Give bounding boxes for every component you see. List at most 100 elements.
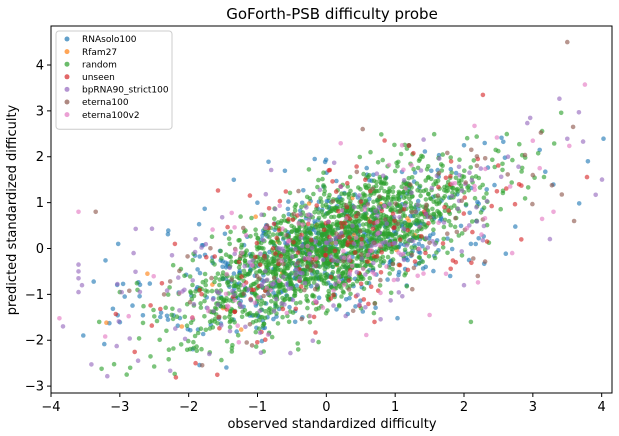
data-point bbox=[378, 290, 383, 296]
data-point bbox=[401, 257, 407, 263]
data-point bbox=[473, 241, 479, 247]
data-point bbox=[492, 182, 497, 188]
data-point bbox=[230, 288, 235, 294]
data-point bbox=[334, 178, 339, 184]
data-point bbox=[397, 203, 403, 208]
data-point bbox=[161, 292, 167, 297]
data-point bbox=[258, 350, 264, 356]
data-point bbox=[190, 282, 195, 288]
data-point bbox=[387, 186, 392, 191]
data-point bbox=[339, 230, 344, 236]
data-point bbox=[425, 245, 431, 250]
data-point bbox=[224, 365, 229, 370]
data-point bbox=[380, 254, 386, 260]
data-point bbox=[312, 298, 318, 304]
data-point bbox=[367, 237, 372, 243]
data-point bbox=[287, 277, 293, 282]
data-point bbox=[323, 253, 328, 258]
data-point bbox=[271, 309, 277, 314]
data-point bbox=[212, 262, 217, 267]
data-point bbox=[343, 202, 349, 208]
data-point bbox=[435, 193, 441, 198]
data-point bbox=[296, 227, 302, 232]
data-point bbox=[416, 255, 422, 260]
data-point bbox=[459, 231, 465, 236]
data-point bbox=[341, 270, 346, 275]
data-point bbox=[364, 280, 370, 286]
data-point bbox=[328, 237, 334, 243]
data-point bbox=[356, 263, 361, 269]
data-point bbox=[395, 315, 400, 321]
data-point bbox=[372, 240, 377, 246]
data-point bbox=[226, 236, 232, 241]
data-point bbox=[258, 251, 263, 257]
data-point bbox=[401, 178, 407, 183]
data-point bbox=[164, 328, 169, 334]
data-point bbox=[242, 308, 248, 313]
data-point bbox=[447, 273, 453, 279]
data-point bbox=[202, 298, 207, 304]
data-point bbox=[242, 263, 247, 269]
y-axis: −3 −2 −1 0 1 2 3 4 bbox=[25, 58, 51, 395]
data-point bbox=[330, 199, 336, 204]
data-point bbox=[522, 196, 528, 201]
data-point bbox=[431, 227, 436, 232]
data-point bbox=[325, 308, 330, 313]
data-point bbox=[336, 268, 341, 273]
data-point bbox=[361, 286, 367, 292]
data-point bbox=[166, 228, 171, 233]
data-point bbox=[468, 319, 474, 325]
data-point bbox=[375, 160, 381, 165]
data-point bbox=[328, 274, 334, 280]
data-point bbox=[76, 209, 81, 215]
data-point bbox=[469, 177, 475, 183]
data-point bbox=[330, 264, 336, 270]
data-point bbox=[541, 174, 547, 180]
data-point bbox=[316, 295, 322, 301]
data-point bbox=[313, 239, 319, 244]
data-point bbox=[414, 181, 420, 186]
data-point bbox=[427, 240, 432, 246]
data-point bbox=[209, 258, 215, 264]
data-point bbox=[217, 277, 222, 282]
data-point bbox=[218, 248, 223, 254]
data-point bbox=[182, 273, 187, 279]
data-point bbox=[422, 149, 428, 154]
data-point bbox=[290, 217, 296, 223]
data-point bbox=[247, 322, 253, 327]
data-point bbox=[366, 301, 371, 307]
data-point bbox=[543, 169, 548, 174]
data-point bbox=[282, 168, 288, 174]
data-point bbox=[257, 262, 263, 268]
data-point bbox=[127, 365, 133, 371]
data-point bbox=[346, 258, 352, 263]
data-point bbox=[169, 253, 175, 258]
data-point bbox=[345, 242, 350, 247]
data-point bbox=[290, 297, 296, 303]
data-point bbox=[295, 260, 301, 265]
legend-label: eterna100 bbox=[82, 98, 129, 108]
data-point bbox=[328, 296, 334, 301]
data-point bbox=[257, 269, 263, 274]
data-point bbox=[170, 316, 176, 322]
data-point bbox=[243, 253, 249, 258]
data-point bbox=[219, 357, 224, 363]
data-point bbox=[386, 162, 392, 168]
data-point bbox=[367, 219, 373, 224]
data-point bbox=[304, 264, 310, 270]
data-point bbox=[193, 289, 198, 294]
data-point bbox=[212, 254, 217, 259]
data-point bbox=[290, 254, 295, 259]
data-point bbox=[291, 240, 296, 245]
data-point bbox=[324, 204, 330, 210]
data-point bbox=[385, 254, 391, 260]
data-point bbox=[358, 228, 363, 234]
data-point bbox=[193, 237, 198, 242]
data-point bbox=[246, 287, 251, 292]
data-point bbox=[384, 221, 390, 226]
data-point bbox=[510, 157, 515, 163]
data-point bbox=[484, 191, 489, 196]
data-point bbox=[312, 156, 318, 162]
data-point bbox=[271, 255, 277, 260]
data-point bbox=[454, 229, 460, 235]
